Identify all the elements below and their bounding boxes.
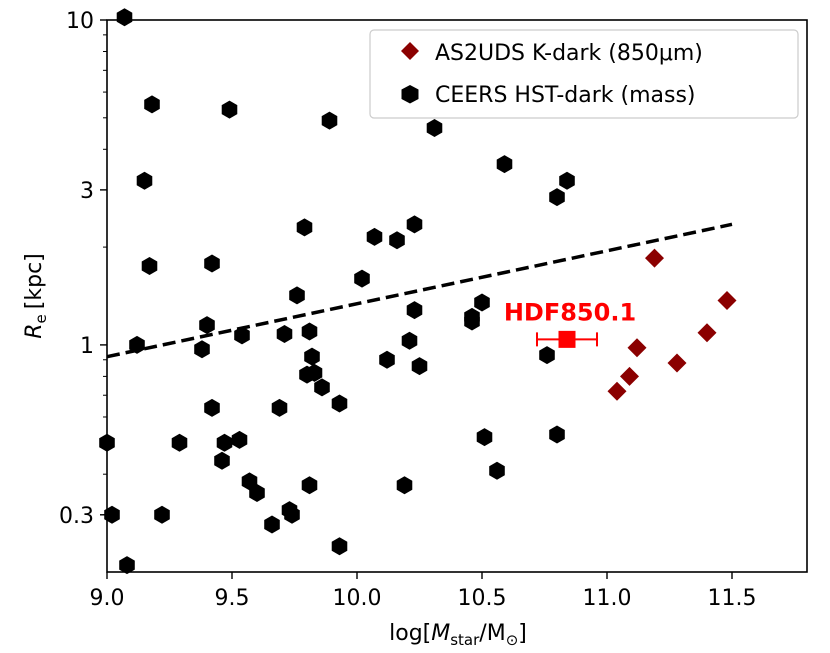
ceers-point xyxy=(389,231,405,250)
x-tick-label: 11.0 xyxy=(583,586,632,611)
ceers-point xyxy=(301,322,318,341)
ceers-point xyxy=(104,505,120,524)
ceers-point xyxy=(241,472,258,491)
as2uds-point xyxy=(645,248,664,268)
hdf850-point xyxy=(558,330,576,348)
legend: AS2UDS K-dark (850μm) CEERS HST-dark (ma… xyxy=(369,29,799,119)
as2uds-point xyxy=(627,338,647,358)
ceers-point xyxy=(204,398,220,417)
ceers-point xyxy=(321,111,338,130)
as2uds-point xyxy=(607,381,627,401)
ceers-point xyxy=(199,316,215,335)
highlight-group: HDF850.1 xyxy=(504,298,636,348)
legend-box xyxy=(369,29,799,119)
ceers-point xyxy=(249,484,265,503)
ceers-point xyxy=(549,188,565,207)
ceers-point xyxy=(549,425,565,444)
x-tick-label: 9.5 xyxy=(215,586,250,611)
markers-group xyxy=(99,8,737,575)
ceers-point xyxy=(489,461,505,480)
ceers-point xyxy=(214,451,230,470)
axes-group: 9.0 9.5 10.0 10.5 11.0 11.5 0.3 1 3 10 xyxy=(59,9,756,611)
ceers-point xyxy=(406,215,423,234)
ceers-point xyxy=(539,346,555,365)
ceers-point xyxy=(289,286,305,305)
ceers-point xyxy=(401,331,418,350)
plot-frame xyxy=(106,19,808,573)
ceers-point xyxy=(396,476,413,495)
ceers-point xyxy=(231,430,248,449)
x-tick-label: 11.5 xyxy=(708,586,757,611)
as2uds-point xyxy=(697,323,717,343)
x-tick-label: 10.5 xyxy=(458,586,507,611)
y-tick-label: 3 xyxy=(80,179,94,204)
trend-line xyxy=(106,222,733,359)
ceers-point xyxy=(306,363,323,382)
ceers-point xyxy=(129,335,145,354)
ceers-point xyxy=(301,476,318,495)
as2uds-point xyxy=(717,290,737,310)
ceers-point xyxy=(204,254,220,273)
as2uds-point xyxy=(667,353,687,373)
x-tick-label: 9.0 xyxy=(90,586,125,611)
y-axis-label: Re[kpc] xyxy=(22,253,50,339)
ceers-point xyxy=(296,218,313,237)
legend-diamond-icon xyxy=(401,42,419,60)
ceers-point xyxy=(194,340,210,359)
ceers-point xyxy=(406,301,423,320)
legend-hexagon-icon xyxy=(401,85,419,104)
trend-line-group xyxy=(106,222,733,359)
y-tick-label: 1 xyxy=(80,334,94,359)
ceers-point xyxy=(474,293,490,312)
ceers-point xyxy=(136,171,153,190)
ceers-point xyxy=(284,505,300,524)
ceers-point xyxy=(379,350,395,369)
hdf850-label: HDF850.1 xyxy=(504,298,636,326)
ceers-point xyxy=(141,256,158,275)
ceers-point xyxy=(304,347,320,366)
ceers-point xyxy=(144,95,160,114)
x-axis-label: log[Mstar/M⊙] xyxy=(389,621,527,649)
ceers-point xyxy=(559,171,575,190)
legend-label-as2uds: AS2UDS K-dark (850μm) xyxy=(435,41,703,66)
x-tick-label: 10.0 xyxy=(333,586,382,611)
ceers-point xyxy=(154,505,170,524)
ceers-point xyxy=(234,326,250,345)
ceers-point xyxy=(314,378,330,397)
as2uds-point xyxy=(620,366,639,386)
ceers-point xyxy=(411,357,428,376)
ceers-point xyxy=(331,537,348,556)
ceers-point xyxy=(116,8,133,27)
legend-label-ceers: CEERS HST-dark (mass) xyxy=(435,83,696,108)
ceers-point xyxy=(366,227,383,246)
ceers-point xyxy=(354,269,370,288)
y-tick-label: 10 xyxy=(66,9,94,34)
ceers-point xyxy=(476,428,493,447)
ceers-point xyxy=(221,100,238,119)
ceers-point xyxy=(271,398,288,417)
ceers-point xyxy=(264,515,280,534)
ceers-point xyxy=(171,433,188,452)
ceers-point xyxy=(496,155,513,174)
ceers-point xyxy=(119,556,135,575)
ceers-point xyxy=(216,433,233,452)
ceers-point xyxy=(331,394,348,413)
ceers-point xyxy=(464,307,480,326)
ceers-point xyxy=(426,119,443,138)
y-tick-label: 0.3 xyxy=(59,504,94,529)
ceers-point xyxy=(276,325,293,344)
